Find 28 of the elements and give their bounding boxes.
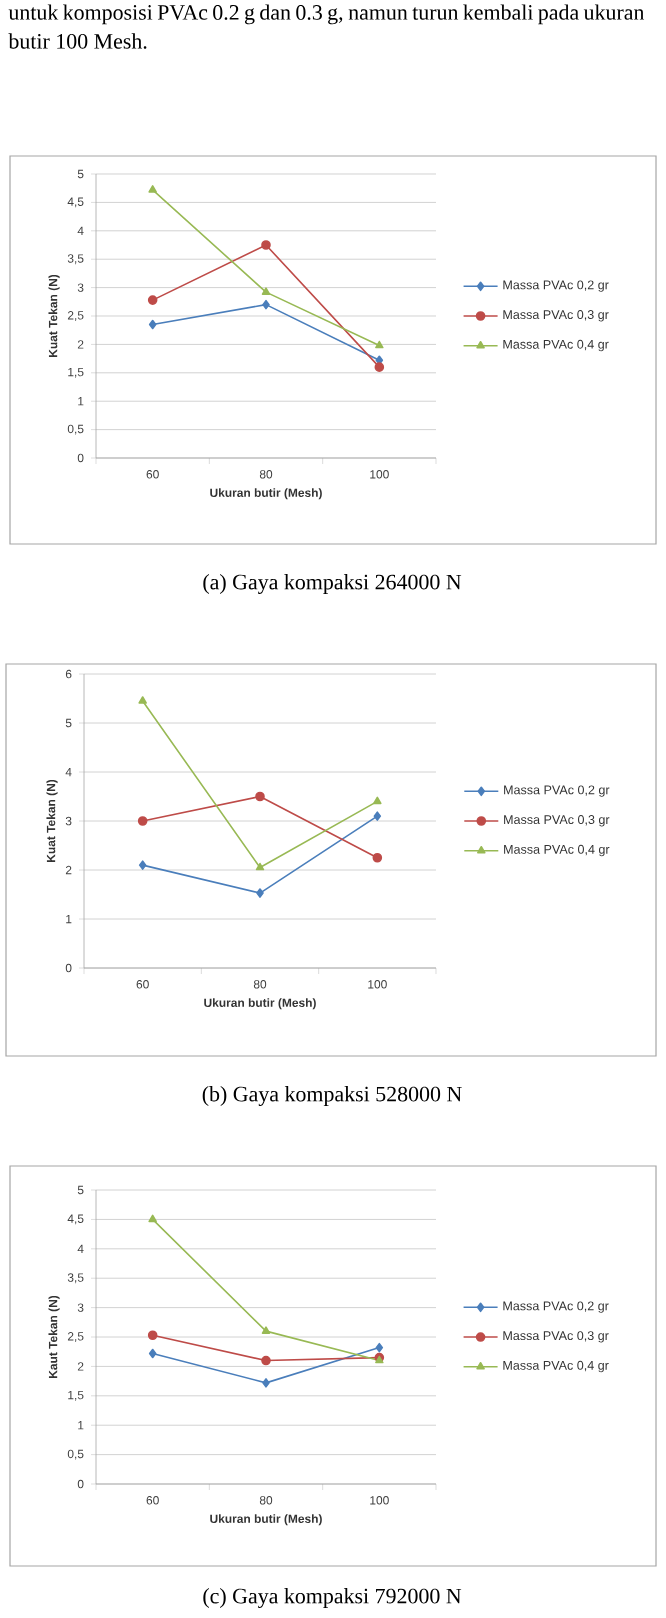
point (147, 1330, 158, 1341)
point (137, 816, 148, 826)
text: (a) Gaya kompaksi 264000 N (203, 574, 462, 594)
point (148, 1348, 157, 1359)
point (138, 696, 147, 704)
point (261, 287, 271, 295)
point (148, 319, 157, 330)
text: (c) Gaya kompaksi 792000 N (203, 1588, 462, 1608)
point (373, 811, 382, 821)
point (255, 791, 265, 802)
point (262, 299, 270, 310)
point (255, 862, 265, 871)
point (147, 295, 158, 305)
point (261, 1326, 271, 1334)
point (375, 1342, 384, 1353)
point (374, 362, 385, 372)
point (373, 796, 382, 805)
point (375, 340, 384, 349)
text: (b) Gaya kompaksi 528000 N (202, 1086, 462, 1106)
point (261, 1355, 271, 1366)
text: untuk komposisi PVAc 0.2 g dan 0.3 g, namun turun kembali pada ukuran butir 100 Mesh. (8, 4, 645, 49)
point (256, 888, 264, 898)
point (138, 860, 147, 870)
point (262, 1378, 270, 1388)
point (372, 852, 383, 863)
point (261, 240, 271, 250)
point (148, 185, 157, 193)
point (148, 1214, 157, 1223)
